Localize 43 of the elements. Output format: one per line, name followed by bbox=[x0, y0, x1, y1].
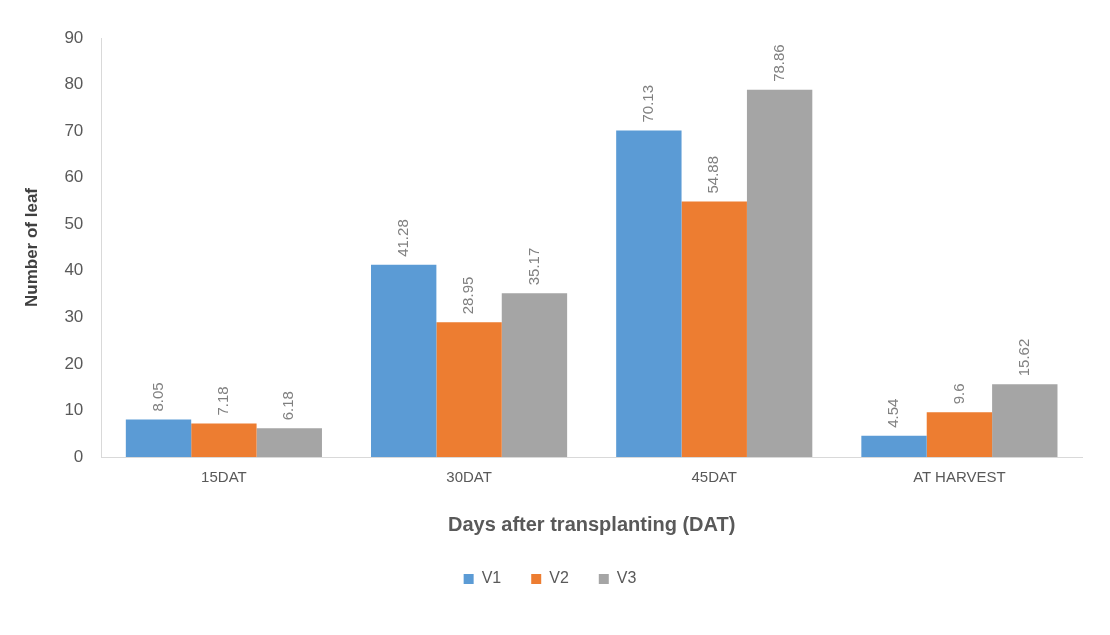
data-label: 35.17 bbox=[524, 247, 542, 286]
data-label: 4.54 bbox=[884, 398, 902, 428]
bar bbox=[501, 293, 568, 457]
data-label: 78.86 bbox=[769, 44, 787, 82]
data-label: 54.88 bbox=[704, 155, 722, 194]
y-tick-label: 70 bbox=[64, 120, 84, 140]
bar bbox=[992, 384, 1058, 457]
y-tick-label: 60 bbox=[64, 167, 84, 187]
y-tick-label: 40 bbox=[64, 260, 84, 280]
data-label: 6.18 bbox=[279, 391, 297, 421]
bar bbox=[616, 130, 682, 457]
bar bbox=[681, 201, 747, 457]
legend-label: V3 bbox=[616, 569, 637, 587]
data-label: 70.13 bbox=[639, 84, 656, 123]
data-label: 8.05 bbox=[148, 382, 166, 412]
bar bbox=[371, 264, 437, 457]
y-tick-label: 10 bbox=[64, 400, 84, 420]
legend-label: V2 bbox=[549, 569, 569, 587]
y-axis-title: Number of leaf bbox=[21, 187, 41, 308]
bar bbox=[256, 428, 322, 457]
x-tick-label: 15DAT bbox=[201, 468, 247, 486]
data-label: 9.6 bbox=[949, 383, 967, 405]
x-axis-title: Days after transplanting (DAT) bbox=[447, 512, 736, 535]
data-label: 28.95 bbox=[459, 276, 477, 315]
y-tick-label: 50 bbox=[64, 213, 84, 233]
x-tick-label: 45DAT bbox=[691, 468, 738, 486]
legend-label: V1 bbox=[481, 569, 502, 587]
y-tick-label: 0 bbox=[73, 446, 84, 466]
data-label: 7.18 bbox=[214, 386, 232, 416]
bar bbox=[436, 322, 502, 457]
y-tick-label: 90 bbox=[64, 27, 84, 47]
x-tick-label: 30DAT bbox=[446, 468, 492, 486]
bar bbox=[191, 423, 257, 457]
y-tick-label: 30 bbox=[64, 307, 84, 327]
bar bbox=[861, 435, 927, 457]
bar bbox=[125, 419, 192, 457]
data-label: 15.62 bbox=[1014, 338, 1032, 377]
x-tick-label: AT HARVEST bbox=[913, 468, 1006, 486]
data-label: 41.28 bbox=[393, 219, 411, 257]
bar bbox=[746, 89, 813, 457]
y-tick-label: 20 bbox=[64, 353, 84, 373]
bar bbox=[926, 412, 993, 457]
y-tick-label: 80 bbox=[64, 74, 84, 94]
